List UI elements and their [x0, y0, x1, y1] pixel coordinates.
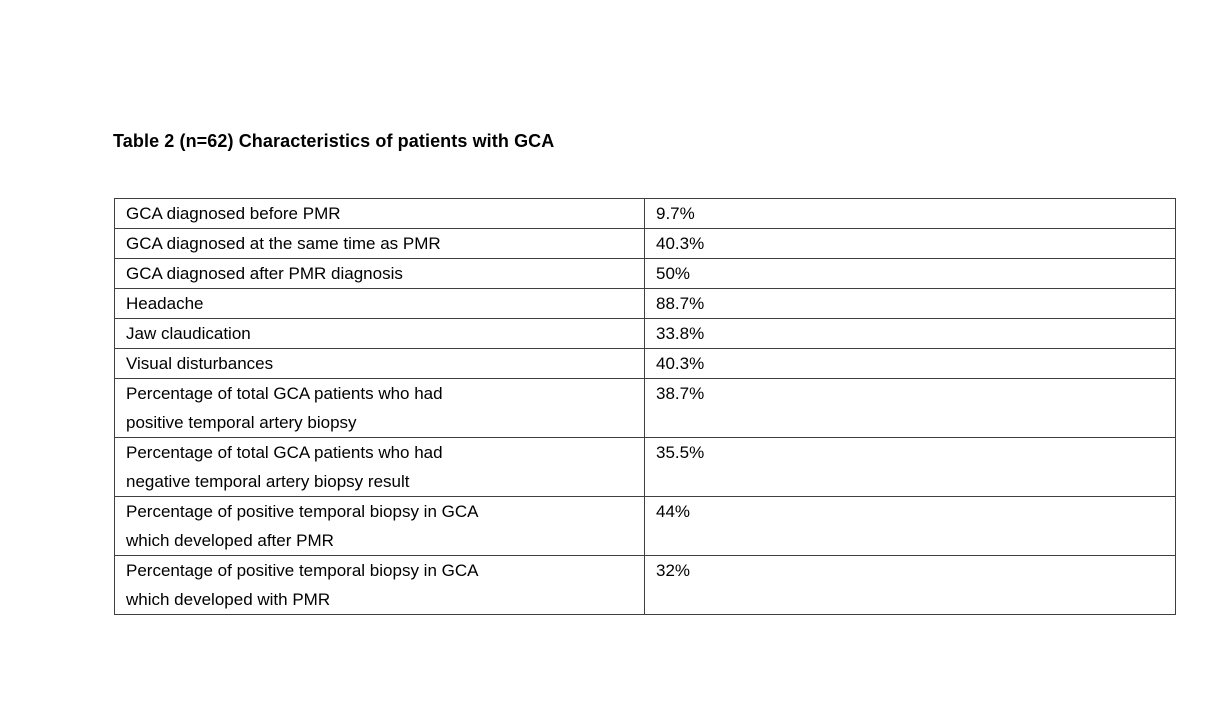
characteristic-label: GCA diagnosed after PMR diagnosis: [114, 258, 645, 289]
characteristic-value: 88.7%: [644, 288, 1176, 319]
characteristic-label: GCA diagnosed before PMR: [114, 198, 645, 229]
characteristic-value: 40.3%: [644, 228, 1176, 259]
characteristic-value: 40.3%: [644, 348, 1176, 379]
characteristic-label: Headache: [114, 288, 645, 319]
table-row: GCA diagnosed after PMR diagnosis 50%: [114, 258, 1176, 289]
characteristic-value: 38.7%: [644, 378, 1176, 438]
characteristic-label: GCA diagnosed at the same time as PMR: [114, 228, 645, 259]
table-row: GCA diagnosed at the same time as PMR 40…: [114, 228, 1176, 259]
table-row: Visual disturbances 40.3%: [114, 348, 1176, 379]
characteristic-value: 35.5%: [644, 437, 1176, 497]
table-body: GCA diagnosed before PMR 9.7% GCA diagno…: [114, 198, 1176, 615]
characteristic-value: 33.8%: [644, 318, 1176, 349]
characteristic-value: 9.7%: [644, 198, 1176, 229]
table-row: Headache 88.7%: [114, 288, 1176, 319]
table-row: Percentage of positive temporal biopsy i…: [114, 496, 1176, 556]
table-row: Jaw claudication 33.8%: [114, 318, 1176, 349]
table-row: GCA diagnosed before PMR 9.7%: [114, 198, 1176, 229]
table-row: Percentage of total GCA patients who had…: [114, 378, 1176, 438]
characteristic-label: Percentage of positive temporal biopsy i…: [114, 555, 645, 615]
characteristic-label: Visual disturbances: [114, 348, 645, 379]
table-row: Percentage of positive temporal biopsy i…: [114, 555, 1176, 615]
characteristic-label: Percentage of positive temporal biopsy i…: [114, 496, 645, 556]
characteristic-value: 44%: [644, 496, 1176, 556]
table-row: Percentage of total GCA patients who had…: [114, 437, 1176, 497]
characteristic-label: Jaw claudication: [114, 318, 645, 349]
characteristic-value: 32%: [644, 555, 1176, 615]
characteristic-label: Percentage of total GCA patients who had…: [114, 378, 645, 438]
characteristic-value: 50%: [644, 258, 1176, 289]
table-caption: Table 2 (n=62) Characteristics of patien…: [113, 131, 555, 151]
gca-characteristics-table: GCA diagnosed before PMR 9.7% GCA diagno…: [114, 198, 1176, 615]
characteristic-label: Percentage of total GCA patients who had…: [114, 437, 645, 497]
